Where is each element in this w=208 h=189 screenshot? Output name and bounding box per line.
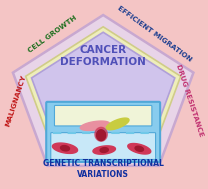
Text: MALIGNANCY: MALIGNANCY bbox=[4, 74, 27, 128]
Polygon shape bbox=[128, 143, 151, 154]
Text: CANCER
DEFORMATION: CANCER DEFORMATION bbox=[60, 45, 146, 67]
Polygon shape bbox=[52, 143, 78, 153]
Polygon shape bbox=[106, 118, 129, 130]
FancyBboxPatch shape bbox=[51, 133, 156, 160]
Polygon shape bbox=[13, 15, 193, 166]
Text: EFFICIENT MIGRATION: EFFICIENT MIGRATION bbox=[117, 5, 193, 63]
Polygon shape bbox=[61, 146, 69, 151]
Text: GENETIC TRANSCRIPTIONAL
VARIATIONS: GENETIC TRANSCRIPTIONAL VARIATIONS bbox=[43, 159, 164, 179]
Polygon shape bbox=[97, 130, 106, 141]
Text: DRUG RESISTANCE: DRUG RESISTANCE bbox=[175, 63, 204, 137]
Polygon shape bbox=[100, 148, 108, 152]
Polygon shape bbox=[26, 27, 181, 156]
Polygon shape bbox=[135, 146, 144, 151]
FancyBboxPatch shape bbox=[54, 105, 152, 126]
Polygon shape bbox=[32, 32, 175, 152]
Polygon shape bbox=[95, 127, 107, 141]
Text: CELL GROWTH: CELL GROWTH bbox=[27, 14, 78, 54]
Polygon shape bbox=[93, 146, 115, 154]
Polygon shape bbox=[80, 121, 110, 130]
FancyBboxPatch shape bbox=[46, 102, 160, 162]
